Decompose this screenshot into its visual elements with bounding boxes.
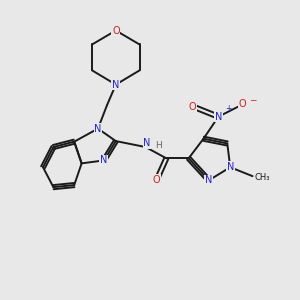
Text: N: N — [215, 112, 222, 122]
Text: N: N — [94, 124, 102, 134]
Text: N: N — [100, 155, 108, 165]
Text: O: O — [238, 99, 246, 109]
Text: +: + — [226, 104, 232, 113]
Text: O: O — [189, 102, 196, 112]
Text: N: N — [112, 80, 119, 90]
Text: −: − — [249, 96, 257, 105]
Text: N: N — [226, 162, 234, 172]
Text: H: H — [155, 141, 162, 150]
Text: CH₃: CH₃ — [255, 173, 270, 182]
Text: N: N — [143, 139, 151, 148]
Text: N: N — [205, 175, 212, 185]
Text: O: O — [152, 175, 160, 185]
Text: O: O — [112, 26, 120, 35]
